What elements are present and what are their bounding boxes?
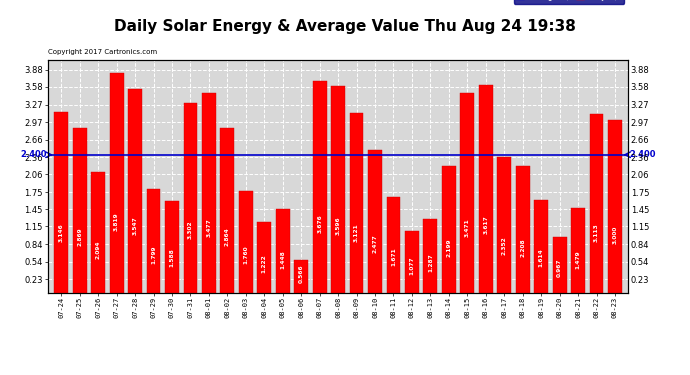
Bar <box>72 128 87 292</box>
Bar <box>110 73 124 292</box>
Bar <box>608 120 622 292</box>
Bar <box>368 150 382 292</box>
Text: 3.146: 3.146 <box>59 223 63 242</box>
Text: 3.000: 3.000 <box>613 226 618 244</box>
Text: 2.208: 2.208 <box>520 238 525 257</box>
Bar <box>239 192 253 292</box>
Bar <box>220 128 235 292</box>
Text: 1.287: 1.287 <box>428 253 433 272</box>
Bar <box>571 208 585 292</box>
Bar <box>534 200 548 292</box>
Bar <box>589 114 604 292</box>
Text: 3.302: 3.302 <box>188 221 193 239</box>
Text: 1.222: 1.222 <box>262 254 267 273</box>
Bar <box>350 113 364 292</box>
Text: 0.566: 0.566 <box>299 265 304 284</box>
Text: 3.676: 3.676 <box>317 214 322 233</box>
Text: 1.799: 1.799 <box>151 245 156 264</box>
Text: 3.547: 3.547 <box>132 217 137 236</box>
Text: Daily Solar Energy & Average Value Thu Aug 24 19:38: Daily Solar Energy & Average Value Thu A… <box>114 19 576 34</box>
Bar <box>276 209 290 292</box>
Legend: Average  ($), Daily  ($): Average ($), Daily ($) <box>513 0 624 4</box>
Bar <box>128 89 142 292</box>
Text: 2.400: 2.400 <box>630 150 656 159</box>
Text: 2.864: 2.864 <box>225 228 230 246</box>
Text: Copyright 2017 Cartronics.com: Copyright 2017 Cartronics.com <box>48 49 157 55</box>
Bar <box>313 81 326 292</box>
Bar <box>442 166 456 292</box>
Text: 3.819: 3.819 <box>114 213 119 231</box>
Text: 1.671: 1.671 <box>391 247 396 266</box>
Text: 1.614: 1.614 <box>539 248 544 267</box>
Text: 2.477: 2.477 <box>373 234 377 253</box>
Bar <box>460 93 474 292</box>
Text: 2.352: 2.352 <box>502 236 506 255</box>
Text: 1.077: 1.077 <box>409 256 415 275</box>
Bar <box>479 85 493 292</box>
Bar <box>146 189 161 292</box>
Text: 3.113: 3.113 <box>594 224 599 243</box>
Text: 2.094: 2.094 <box>96 240 101 259</box>
Bar <box>202 93 216 292</box>
Text: 3.477: 3.477 <box>206 218 211 237</box>
Text: 2.400: 2.400 <box>20 150 46 159</box>
Bar <box>294 260 308 292</box>
Text: 3.121: 3.121 <box>354 224 359 242</box>
Text: 1.760: 1.760 <box>244 246 248 264</box>
Text: 0.967: 0.967 <box>557 258 562 277</box>
Text: 3.471: 3.471 <box>465 218 470 237</box>
Text: 2.199: 2.199 <box>446 238 451 257</box>
Bar <box>424 219 437 292</box>
Text: 3.617: 3.617 <box>483 216 489 234</box>
Bar <box>55 112 68 292</box>
Bar <box>553 237 566 292</box>
Bar <box>257 222 271 292</box>
Text: 1.588: 1.588 <box>170 248 175 267</box>
Bar <box>386 196 400 292</box>
Text: 1.448: 1.448 <box>280 251 285 269</box>
Bar <box>515 166 530 292</box>
Bar <box>331 86 345 292</box>
Text: 2.869: 2.869 <box>77 228 82 246</box>
Bar <box>497 158 511 292</box>
Text: 1.479: 1.479 <box>575 250 580 269</box>
Bar <box>405 231 419 292</box>
Text: 3.596: 3.596 <box>335 216 341 235</box>
Bar <box>91 172 105 292</box>
Bar <box>184 103 197 292</box>
Bar <box>165 201 179 292</box>
